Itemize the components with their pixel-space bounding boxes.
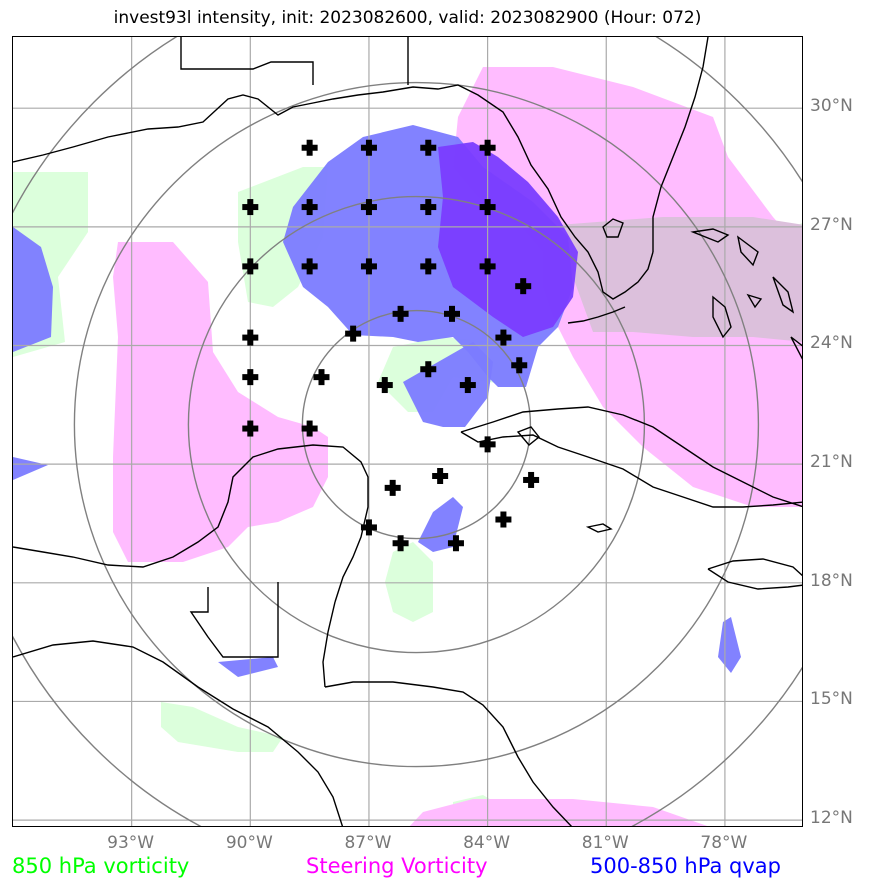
cross-marker-icon [444,305,461,322]
cross-marker-icon [242,329,259,346]
qvap-region [13,227,53,352]
bahamas-island [790,336,802,360]
bahamas-island [772,276,795,314]
cuba-coast [460,406,802,508]
hispaniola-coast [707,558,802,577]
cross-marker-icon [376,377,393,394]
cross-marker-icon [360,139,377,156]
lake-okeechobee [602,218,624,238]
longitude-label: 84°W [463,833,511,853]
hispaniola-coast [707,568,802,590]
cross-marker-icon [432,468,449,485]
cross-marker-icon [459,377,476,394]
qvap-region [218,657,278,677]
cross-marker-icon [447,535,464,552]
latitude-label: 27°N [810,214,853,235]
cuba-south-coast [460,431,802,508]
vort850-region [161,702,283,752]
latitude-label: 24°N [810,333,853,354]
jamaica-coast [585,523,613,533]
longitude-label: 87°W [344,833,392,853]
cross-marker-icon [313,369,330,386]
cross-marker-icon [420,199,437,216]
legend-steering: Steering Vorticity [306,854,488,878]
yucatan-east-coast [322,601,336,688]
latitude-label: 15°N [810,689,853,710]
range-ring [301,309,532,540]
florida-keys [567,306,626,324]
longitude-label: 93°W [107,833,155,853]
longitude-label: 81°W [581,833,629,853]
cross-marker-icon [301,420,318,437]
cross-marker-icon [479,258,496,275]
cross-marker-icon [242,420,259,437]
map-canvas [13,37,802,826]
legend-vort850: 850 hPa vorticity [12,854,190,878]
marker-layer [242,139,540,552]
cross-marker-icon [242,369,259,386]
cross-marker-icon [495,511,512,528]
bahamas-island [690,228,730,243]
us-border-line [180,37,314,85]
cross-marker-icon [479,436,496,453]
legend-qvap: 500-850 hPa qvap [590,854,781,878]
cross-marker-icon [301,139,318,156]
guatemala-border [189,582,279,658]
cross-marker-icon [360,519,377,536]
cross-marker-icon [523,471,540,488]
cross-marker-icon [301,199,318,216]
central-america-caribbean [324,681,573,826]
cross-marker-icon [420,258,437,275]
map-title: invest93l intensity, init: 2023082600, v… [113,8,702,28]
qvap-layer [13,125,741,677]
cross-marker-icon [515,278,532,295]
latitude-label: 12°N [810,808,853,829]
bahamas-island [736,235,759,267]
latitude-label: 21°N [810,452,853,473]
central-america-pacific [13,640,344,826]
overlap-layer [558,217,802,342]
latitude-label: 18°N [810,570,853,591]
map-panel[interactable] [12,36,803,827]
cross-marker-icon [301,258,318,275]
cross-marker-icon [495,329,512,346]
overlap-region [558,217,802,342]
qvap-region [438,142,578,337]
cross-marker-icon [242,258,259,275]
cross-marker-icon [479,199,496,216]
cross-marker-icon [360,258,377,275]
gulf-coast-line [13,84,654,300]
cross-marker-icon [384,479,401,496]
range-rings [13,37,802,826]
steering-region [113,242,328,562]
range-ring [187,195,646,654]
qvap-region [718,617,741,673]
vort850-region [385,542,433,622]
cross-marker-icon [420,361,437,378]
bahamas-island [746,293,763,309]
latitude-label: 30°N [810,96,853,117]
cross-marker-icon [242,199,259,216]
qvap-region [13,457,48,480]
cross-marker-icon [392,305,409,322]
cross-marker-icon [420,139,437,156]
longitude-label: 90°W [225,833,273,853]
longitude-label: 78°W [700,833,748,853]
bahamas-island [712,295,732,339]
cross-marker-icon [392,535,409,552]
cross-marker-icon [511,357,528,374]
qvap-region [403,342,493,427]
isla-juventud [516,426,540,446]
range-ring [73,81,760,768]
cross-marker-icon [479,139,496,156]
graticule [13,37,802,826]
cross-marker-icon [360,199,377,216]
florida-east-coast [652,37,709,252]
cross-marker-icon [345,325,362,342]
